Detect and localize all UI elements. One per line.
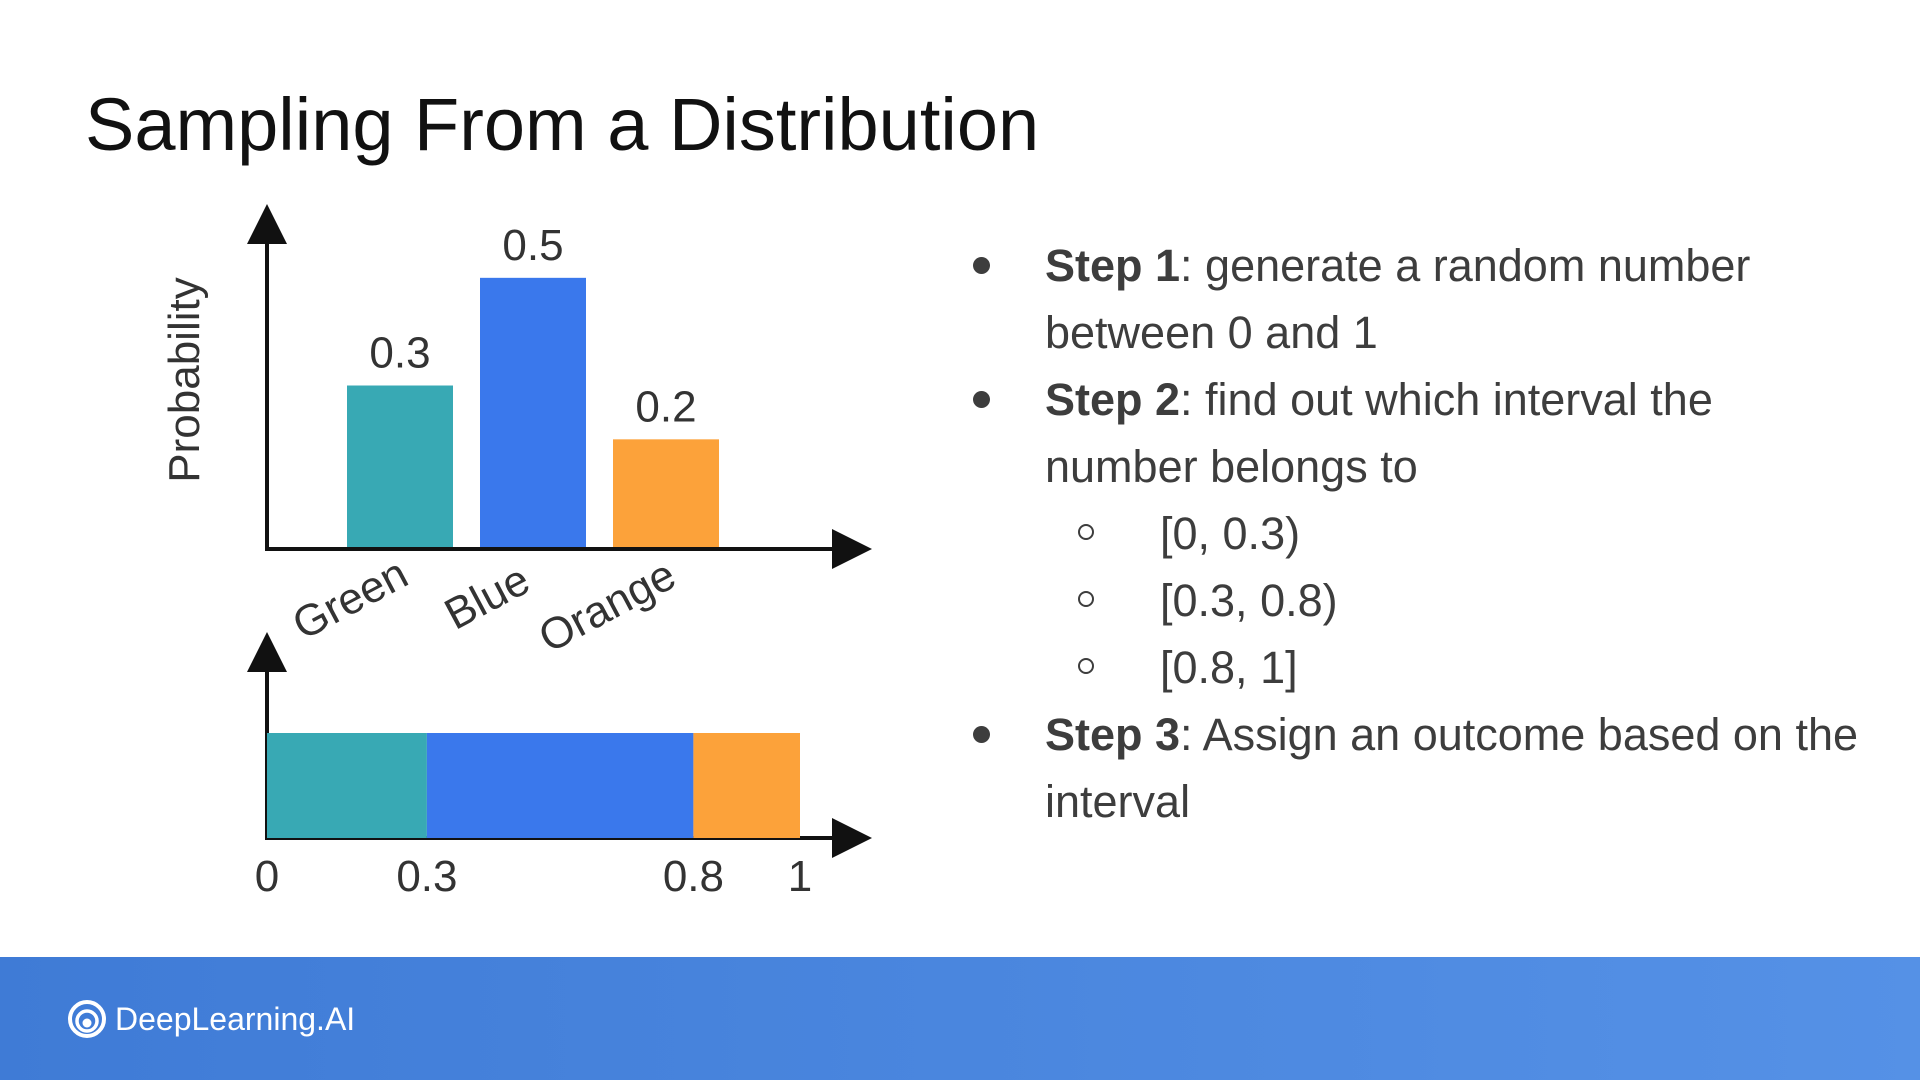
- bullet-circle-icon: [1078, 591, 1094, 607]
- interval-tick-0.3: 0.3: [396, 852, 457, 901]
- bar-value-label-orange: 0.2: [635, 382, 696, 431]
- bar-chart-y-label: Probability: [160, 277, 209, 482]
- step-3-text: : Assign an outcome based on the interva…: [1045, 709, 1859, 827]
- interval-item: [0, 0.3): [965, 500, 1865, 567]
- step-3: Step 3: Assign an outcome based on the i…: [965, 701, 1865, 835]
- bar-orange: [613, 439, 719, 547]
- deeplearning-logo-icon: [68, 1000, 106, 1038]
- step-1-label: Step 1: [1045, 240, 1181, 291]
- interval-text: [0.8, 1]: [1160, 642, 1298, 693]
- brand: DeepLearning.AI: [67, 997, 355, 1041]
- step-1: Step 1: generate a random number between…: [965, 232, 1865, 366]
- footer-bar: DeepLearning.AI: [0, 957, 1920, 1080]
- steps-list: Step 1: generate a random number between…: [965, 232, 1865, 835]
- bullet-circle-icon: [1078, 524, 1094, 540]
- bar-value-label-green: 0.3: [369, 329, 430, 378]
- interval-tick-0.8: 0.8: [663, 852, 724, 901]
- step-2-text: : find out which interval the number bel…: [1045, 374, 1713, 492]
- step-1-text: : generate a random number between 0 and…: [1045, 240, 1751, 358]
- bullet-dot-icon: [973, 391, 990, 408]
- bar-blue: [480, 277, 586, 547]
- bullet-dot-icon: [973, 726, 990, 743]
- bar-value-label-blue: 0.5: [502, 221, 563, 270]
- interval-list-wrapper: [0, 0.3) [0.3, 0.8) [0.8, 1]: [965, 500, 1865, 701]
- interval-tick-0: 0: [255, 852, 279, 901]
- category-label-green: Green: [285, 549, 416, 650]
- interval-list: [0, 0.3) [0.3, 0.8) [0.8, 1]: [965, 500, 1865, 701]
- interval-text: [0.3, 0.8): [1160, 575, 1338, 626]
- interval-segment-orange: [693, 733, 800, 838]
- interval-item: [0.8, 1]: [965, 634, 1865, 701]
- step-2: Step 2: find out which interval the numb…: [965, 366, 1865, 500]
- bar-green: [347, 385, 453, 547]
- interval-segment-green: [267, 733, 427, 838]
- category-label-blue: Blue: [437, 555, 538, 640]
- interval-segment-blue: [426, 733, 694, 838]
- step-2-label: Step 2: [1045, 374, 1181, 425]
- category-label-orange: Orange: [531, 550, 684, 662]
- probability-chart: Probability 0.3 0.5 0.2 Green Blue Orang…: [160, 204, 872, 901]
- interval-tick-1: 1: [788, 852, 812, 901]
- bullet-circle-icon: [1078, 658, 1094, 674]
- bullet-dot-icon: [973, 257, 990, 274]
- step-3-label: Step 3: [1045, 709, 1181, 760]
- slide-title: Sampling From a Distribution: [85, 83, 1040, 166]
- interval-text: [0, 0.3): [1160, 508, 1301, 559]
- interval-item: [0.3, 0.8): [965, 567, 1865, 634]
- brand-name: DeepLearning.AI: [115, 1000, 356, 1037]
